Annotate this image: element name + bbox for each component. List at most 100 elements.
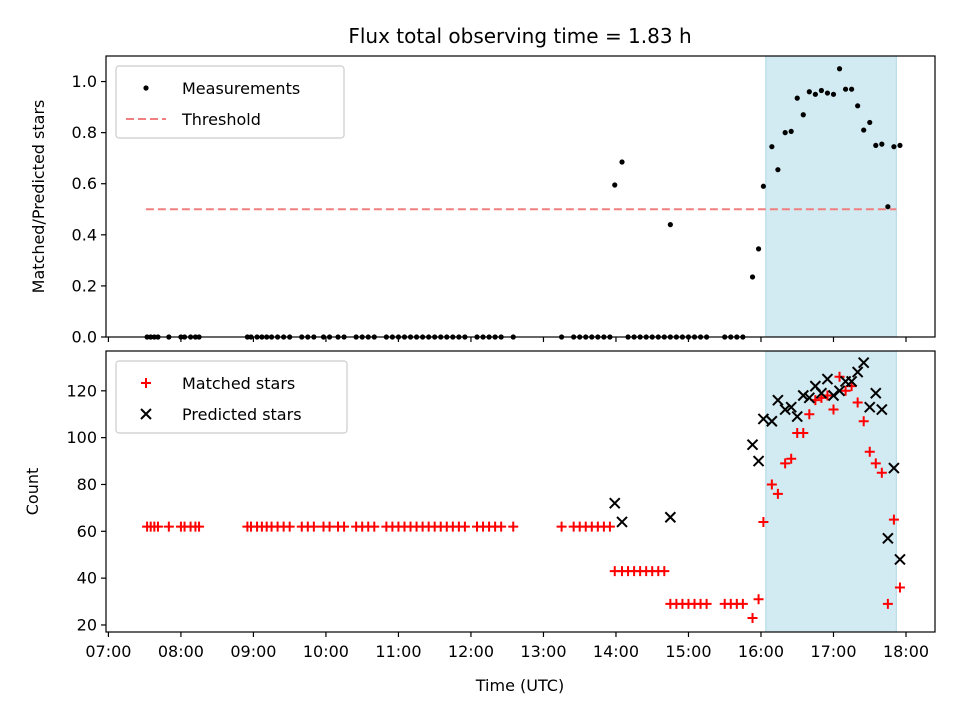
matched-stars-point <box>798 427 809 438</box>
y-tick-label: 0.8 <box>72 123 97 142</box>
x-tick-label: 16:00 <box>738 642 784 661</box>
predicted-stars-point <box>779 403 791 416</box>
predicted-stars-point <box>864 401 876 413</box>
matched-stars-point <box>882 598 893 609</box>
measurement-point <box>755 246 762 252</box>
legend-label: Matched stars <box>182 374 295 393</box>
matched-stars-point <box>786 453 797 464</box>
measurement-point <box>818 87 825 94</box>
matched-stars-point <box>828 404 839 415</box>
measurement-point <box>897 142 903 149</box>
legend-label: Predicted stars <box>182 405 302 424</box>
matched-stars-point <box>496 521 507 532</box>
matched-stars-point <box>864 446 875 457</box>
legend-bottom: Matched stars Predicted stars <box>115 360 348 434</box>
measurement-point <box>775 167 781 173</box>
x-tick-label: 12:00 <box>448 642 494 661</box>
y-axis-label: Matched/Predicted stars <box>29 100 48 294</box>
matched-stars-point <box>888 514 899 525</box>
measurement-point <box>842 86 849 92</box>
measurement-point <box>800 112 806 118</box>
matched-stars-point <box>701 598 712 609</box>
legend-box <box>115 65 345 139</box>
y-tick-label: 40 <box>77 569 97 588</box>
x-tick-label: 11:00 <box>375 642 421 661</box>
predicted-stars-point <box>894 553 906 566</box>
predicted-stars-point <box>609 497 621 509</box>
y-tick-label: 100 <box>66 428 97 447</box>
matched-stars-point <box>870 458 881 469</box>
measurement-point <box>879 141 885 147</box>
matched-stars-point <box>876 467 887 478</box>
matched-stars-point <box>339 521 350 532</box>
predicted-stars-point <box>797 389 809 402</box>
predicted-stars-point <box>857 357 870 369</box>
predicted-stars-point <box>785 401 797 413</box>
predicted-stars-point <box>833 385 846 397</box>
y-tick-label: 20 <box>77 615 97 634</box>
predicted-stars-point <box>888 462 900 474</box>
y-tick-label: 80 <box>77 475 97 494</box>
predicted-stars-point <box>616 516 628 528</box>
axes-frame-bottom <box>105 350 936 633</box>
measurement-point <box>836 66 843 72</box>
matched-stars-point <box>747 612 758 623</box>
y-tick-label: 0.0 <box>72 328 97 347</box>
series-predicted-stars <box>609 357 906 566</box>
matched-stars-point <box>508 521 519 532</box>
measurement-point <box>855 103 861 109</box>
series-measurements <box>144 66 903 340</box>
legend-label: Threshold <box>181 110 261 129</box>
matched-stars-point <box>659 566 670 577</box>
matched-stars-point <box>324 521 335 532</box>
predicted-stars-point <box>746 438 759 451</box>
measurement-point <box>806 89 812 95</box>
x-tick-label: 18:00 <box>883 642 929 661</box>
measurement-point <box>885 204 891 210</box>
measurement-point <box>830 91 837 97</box>
matched-stars-point <box>772 488 783 499</box>
predicted-stars-point <box>803 392 816 404</box>
x-tick-label: 17:00 <box>810 642 856 661</box>
measurement-point <box>760 183 766 189</box>
matched-stars-point <box>163 521 174 532</box>
y-tick-label: 0.6 <box>72 174 97 193</box>
matched-stars-point <box>308 521 319 532</box>
x-tick-label: 07:00 <box>85 642 131 661</box>
predicted-stars-point <box>851 366 864 378</box>
x-tick-label: 10:00 <box>303 642 349 661</box>
measurement-point <box>849 86 855 92</box>
measurement-point <box>788 128 794 134</box>
y-tick-label: 0.4 <box>72 225 97 244</box>
matched-stars-point <box>753 594 764 605</box>
measurement-point <box>824 90 831 96</box>
x-tick-label: 08:00 <box>158 642 204 661</box>
predicted-stars-point <box>664 511 677 523</box>
x-tick-label: 09:00 <box>230 642 276 661</box>
matched-stars-point <box>804 409 815 420</box>
matched-stars-point <box>604 521 615 532</box>
x-tick-label: 13:00 <box>520 642 566 661</box>
panel-top-ratio: 0.0 0.2 0.4 0.6 0.8 1.0 Matched/Predicted star… <box>29 55 936 347</box>
matched-stars-point <box>758 516 769 527</box>
measurement-point <box>769 144 775 150</box>
matched-stars-point <box>194 521 205 532</box>
axes-frame-top <box>105 55 936 338</box>
panel-bottom-count: 20 40 60 80 100 120 07:00 08:00 09:00 10:00 11:00 1… <box>23 350 936 661</box>
y-tick-label: 120 <box>66 381 97 400</box>
matched-stars-point <box>369 521 380 532</box>
legend-marker <box>143 85 149 91</box>
y-tick-label: 1.0 <box>72 72 97 91</box>
measurement-point <box>619 159 625 165</box>
chart-title: Flux total observing time = 1.83 h <box>348 24 691 48</box>
matched-stars-point <box>852 397 863 408</box>
matched-stars-point <box>858 416 869 427</box>
y-tick-label: 0.2 <box>72 276 97 295</box>
predicted-stars-point <box>752 455 765 467</box>
predicted-stars-point <box>815 387 828 399</box>
x-tick-label: 15:00 <box>665 642 711 661</box>
matched-stars-point <box>766 479 777 490</box>
predicted-stars-point <box>757 413 770 425</box>
matched-stars-point <box>737 598 748 609</box>
